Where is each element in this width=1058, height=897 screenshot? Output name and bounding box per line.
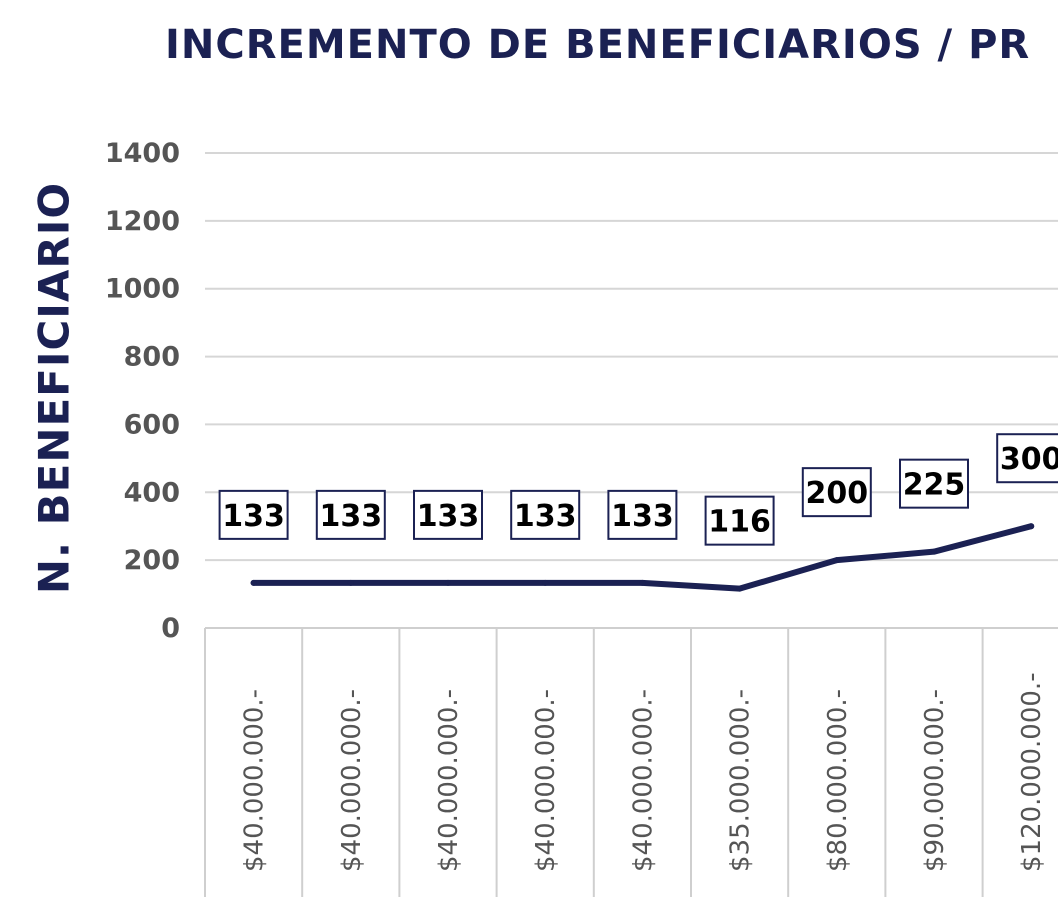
data-label-box	[315, 489, 386, 540]
chart-title: INCREMENTO DE BENEFICIARIOS / PR	[165, 22, 1031, 68]
data-label-box	[899, 458, 969, 509]
x-tick-label: $35.000.000.-	[726, 689, 756, 872]
data-label: 225	[903, 468, 966, 503]
data-label-box	[413, 489, 483, 540]
x-tick-label: $40.000.000.-	[531, 689, 561, 872]
data-point	[250, 579, 257, 586]
x-tick-label: $40.000.000.-	[628, 689, 658, 872]
data-point	[542, 579, 549, 586]
x-tick-label: $40.000.000.-	[337, 689, 367, 872]
data-point	[736, 585, 743, 592]
data-point	[347, 579, 354, 586]
data-point	[833, 557, 840, 564]
x-tick-label: $40.000.000.-	[240, 689, 270, 872]
x-tick-label: $80.000.000.-	[823, 689, 853, 872]
y-tick-label: 1200	[105, 206, 180, 237]
data-label: 200	[805, 476, 868, 511]
y-tick-label: 600	[124, 409, 180, 440]
data-point	[445, 579, 451, 586]
x-tick-label: $40.000.000.-	[434, 689, 464, 872]
data-label: 116	[708, 505, 771, 540]
data-point	[931, 548, 937, 555]
y-tick-label: 0	[161, 613, 180, 644]
y-tick-label: 1400	[105, 138, 180, 169]
y-tick-label: 1000	[105, 274, 180, 305]
x-tick-label: $120.000.000.-	[1017, 672, 1047, 872]
data-label: 133	[222, 499, 285, 534]
y-tick-label: 400	[124, 477, 180, 508]
y-tick-label: 200	[124, 545, 180, 576]
data-label-box	[996, 433, 1058, 484]
y-tick-label: 800	[124, 342, 180, 373]
data-label-box	[218, 489, 289, 540]
data-label-box	[801, 467, 872, 518]
data-label-box	[704, 495, 775, 546]
data-label-box	[510, 489, 581, 540]
x-tick-label: $90.000.000.-	[920, 689, 950, 872]
data-point	[639, 579, 646, 586]
data-label: 133	[611, 499, 674, 534]
data-label: 300	[1000, 442, 1058, 477]
data-label-box	[607, 489, 678, 540]
data-point	[1028, 523, 1035, 530]
data-label: 133	[514, 499, 577, 534]
data-label: 133	[319, 499, 382, 534]
data-label: 133	[417, 499, 480, 534]
